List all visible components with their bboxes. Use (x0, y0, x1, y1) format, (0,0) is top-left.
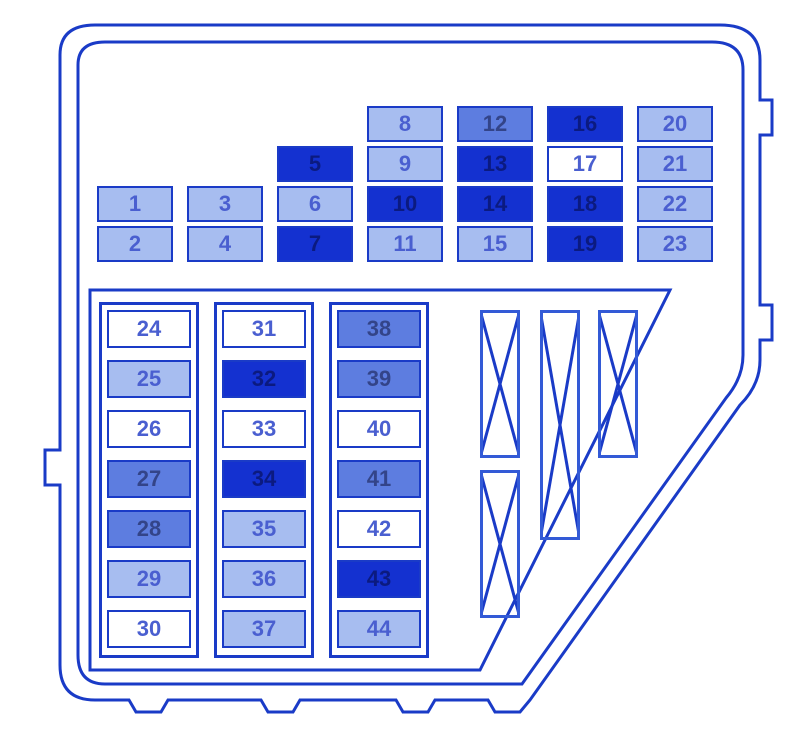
fuse-label: 24 (137, 316, 161, 342)
fuse-label: 44 (367, 616, 391, 642)
relay-slot (598, 310, 638, 458)
fuse-18: 18 (547, 186, 623, 222)
fuse-19: 19 (547, 226, 623, 262)
fuse-2: 2 (97, 226, 173, 262)
fuse-label: 23 (663, 231, 687, 257)
fuse-1: 1 (97, 186, 173, 222)
fuse-label: 1 (129, 191, 141, 217)
fuse-37: 37 (222, 610, 306, 648)
fuse-33: 33 (222, 410, 306, 448)
fuse-22: 22 (637, 186, 713, 222)
fuse-label: 41 (367, 466, 391, 492)
fuse-label: 33 (252, 416, 276, 442)
fuse-label: 21 (663, 151, 687, 177)
fuse-label: 9 (399, 151, 411, 177)
fuse-7: 7 (277, 226, 353, 262)
fuse-12: 12 (457, 106, 533, 142)
relay-slot (540, 310, 580, 540)
fuse-label: 30 (137, 616, 161, 642)
fuse-29: 29 (107, 560, 191, 598)
fuse-label: 15 (483, 231, 507, 257)
fuse-4: 4 (187, 226, 263, 262)
fuse-label: 39 (367, 366, 391, 392)
fuse-17: 17 (547, 146, 623, 182)
fuse-label: 8 (399, 111, 411, 137)
fuse-label: 20 (663, 111, 687, 137)
fuse-box-diagram: 8121620591317211361014182224711151923242… (0, 0, 800, 735)
fuse-label: 36 (252, 566, 276, 592)
fuse-41: 41 (337, 460, 421, 498)
fuse-44: 44 (337, 610, 421, 648)
fuse-26: 26 (107, 410, 191, 448)
fuse-23: 23 (637, 226, 713, 262)
fuse-label: 43 (367, 566, 391, 592)
fuse-label: 11 (393, 231, 416, 257)
fuse-11: 11 (367, 226, 443, 262)
fuse-label: 35 (252, 516, 276, 542)
fuse-label: 7 (309, 231, 321, 257)
fuse-43: 43 (337, 560, 421, 598)
fuse-27: 27 (107, 460, 191, 498)
fuse-label: 34 (252, 466, 276, 492)
fuse-9: 9 (367, 146, 443, 182)
fuse-label: 25 (137, 366, 161, 392)
fuse-39: 39 (337, 360, 421, 398)
fuse-label: 6 (309, 191, 321, 217)
fuse-14: 14 (457, 186, 533, 222)
fuse-36: 36 (222, 560, 306, 598)
fuse-6: 6 (277, 186, 353, 222)
fuse-8: 8 (367, 106, 443, 142)
fuse-21: 21 (637, 146, 713, 182)
fuse-label: 32 (252, 366, 276, 392)
fuse-15: 15 (457, 226, 533, 262)
fuse-label: 5 (309, 151, 321, 177)
fuse-label: 42 (367, 516, 391, 542)
fuse-label: 16 (573, 111, 597, 137)
fuse-label: 28 (137, 516, 161, 542)
fuse-31: 31 (222, 310, 306, 348)
fuse-label: 18 (573, 191, 597, 217)
fuse-3: 3 (187, 186, 263, 222)
fuse-label: 19 (573, 231, 597, 257)
fuse-label: 4 (219, 231, 231, 257)
fuse-label: 37 (252, 616, 276, 642)
fuse-5: 5 (277, 146, 353, 182)
fuse-25: 25 (107, 360, 191, 398)
fuse-label: 27 (137, 466, 161, 492)
fuse-label: 10 (393, 191, 417, 217)
fuse-label: 31 (252, 316, 276, 342)
fuse-label: 38 (367, 316, 391, 342)
fuse-30: 30 (107, 610, 191, 648)
fuse-label: 29 (137, 566, 161, 592)
fuse-label: 13 (483, 151, 507, 177)
fuse-20: 20 (637, 106, 713, 142)
fuse-10: 10 (367, 186, 443, 222)
fuse-label: 26 (137, 416, 161, 442)
fuse-34: 34 (222, 460, 306, 498)
fuse-42: 42 (337, 510, 421, 548)
fuse-40: 40 (337, 410, 421, 448)
fuse-24: 24 (107, 310, 191, 348)
fuse-35: 35 (222, 510, 306, 548)
fuse-38: 38 (337, 310, 421, 348)
fuse-label: 3 (219, 191, 231, 217)
fuse-13: 13 (457, 146, 533, 182)
fuse-label: 40 (367, 416, 391, 442)
relay-slot (480, 470, 520, 618)
fuse-label: 12 (483, 111, 507, 137)
fuse-16: 16 (547, 106, 623, 142)
fuse-label: 17 (573, 151, 597, 177)
fuse-32: 32 (222, 360, 306, 398)
fuse-label: 2 (129, 231, 141, 257)
fuse-label: 14 (483, 191, 507, 217)
relay-slot (480, 310, 520, 458)
fuse-label: 22 (663, 191, 687, 217)
fuse-28: 28 (107, 510, 191, 548)
